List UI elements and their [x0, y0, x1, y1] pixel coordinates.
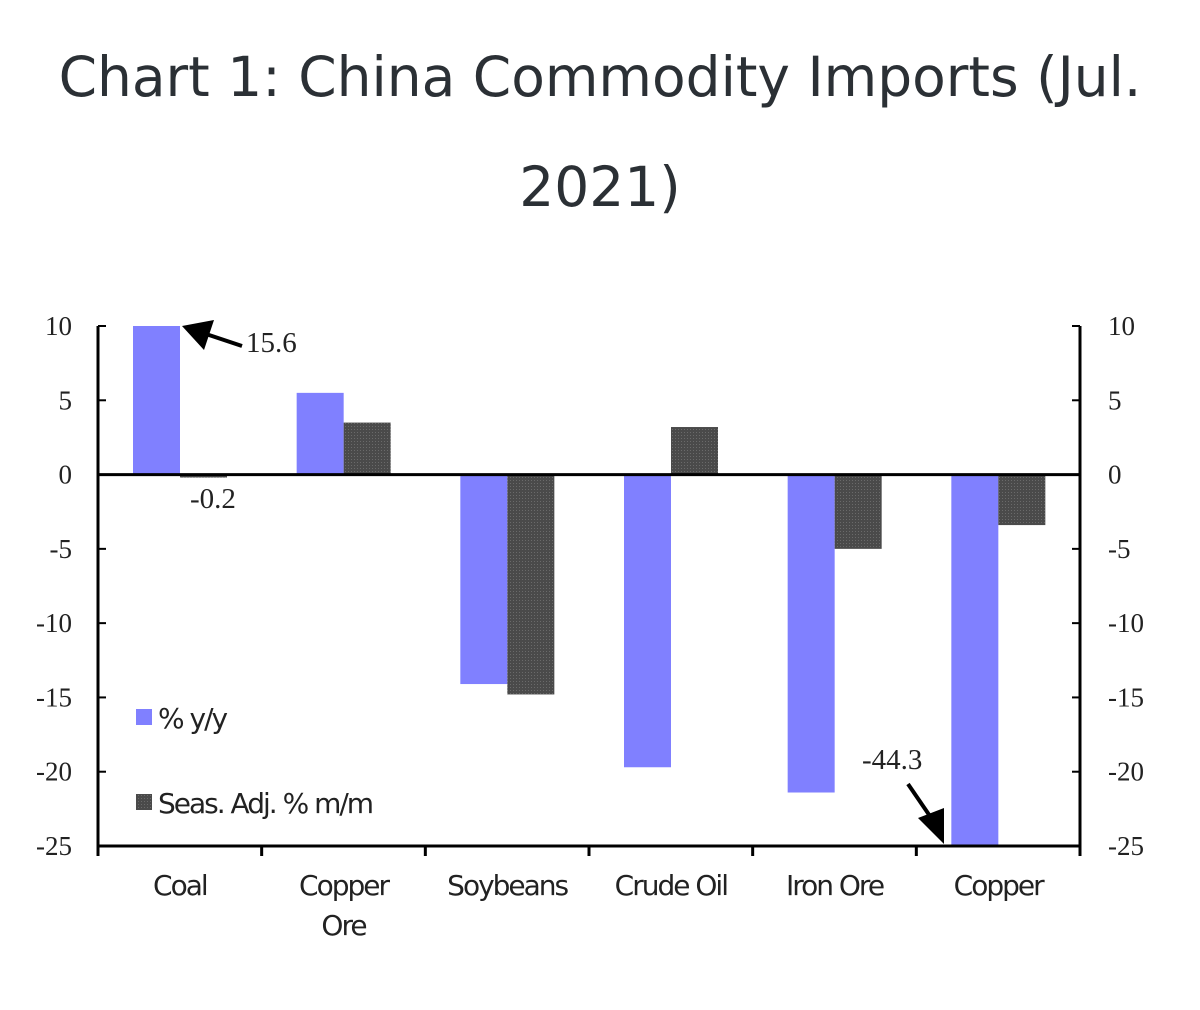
- x-tick-label: Soybeans: [447, 869, 568, 902]
- bar-copper-ore-series-1: [296, 392, 344, 475]
- bar-crude-oil-series-2: [671, 427, 718, 475]
- right-tick-label: -5: [1108, 534, 1131, 564]
- left-tick-label: 5: [59, 385, 73, 415]
- left-tick-label: -15: [36, 682, 72, 712]
- right-tick-label: 5: [1108, 385, 1122, 415]
- bar-soybeans-series-2: [507, 474, 555, 695]
- chart-title: Chart 1: China Commodity Imports (Jul. 2…: [0, 22, 1200, 242]
- bar-copper-series-2: [998, 474, 1046, 526]
- bar-coal-series-1: [133, 326, 180, 475]
- bar-copper-series-1: [951, 474, 999, 846]
- arrowhead-copper: [918, 808, 944, 844]
- bar-iron-ore-series-1: [787, 474, 835, 793]
- left-tick-label: -25: [36, 831, 72, 861]
- x-tick-label: Crude Oil: [615, 869, 728, 902]
- legend-swatch-series-2: [136, 794, 152, 810]
- legend-label-series-2: Seas. Adj. % m/m: [158, 787, 372, 820]
- left-tick-label: -10: [36, 608, 72, 638]
- annotation-coal-yy: 15.6: [246, 327, 297, 359]
- right-tick-label: -10: [1108, 608, 1144, 638]
- x-tick-label: Iron Ore: [786, 869, 884, 902]
- legend-swatch-series-1: [136, 709, 152, 725]
- right-tick-label: -20: [1108, 757, 1144, 787]
- bar-iron-ore-series-2: [834, 474, 882, 549]
- right-tick-label: 10: [1108, 311, 1135, 341]
- left-tick-label: -5: [50, 534, 73, 564]
- x-tick-label: Ore: [321, 909, 366, 942]
- annotation-copper-yy: -44.3: [862, 744, 922, 776]
- bar-soybeans-series-1: [460, 474, 508, 685]
- chart-title-text: Chart 1: China Commodity Imports (Jul. 2…: [58, 45, 1142, 219]
- right-tick-label: -15: [1108, 682, 1144, 712]
- x-tick-label: Copper: [954, 869, 1045, 902]
- right-tick-label: -25: [1108, 831, 1144, 861]
- x-tick-label: Copper: [299, 869, 390, 902]
- annotation-coal-mm: -0.2: [190, 483, 236, 515]
- x-tick-label: Coal: [153, 869, 207, 902]
- right-tick-label: 0: [1108, 460, 1122, 490]
- left-tick-label: -20: [36, 757, 72, 787]
- left-tick-label: 10: [45, 311, 72, 341]
- left-tick-label: 0: [59, 460, 73, 490]
- legend-label-series-1: % y/y: [158, 702, 228, 735]
- bar-copper-ore-series-2: [343, 422, 391, 475]
- arrowhead-coal: [182, 320, 214, 350]
- bar-crude-oil-series-1: [624, 474, 671, 768]
